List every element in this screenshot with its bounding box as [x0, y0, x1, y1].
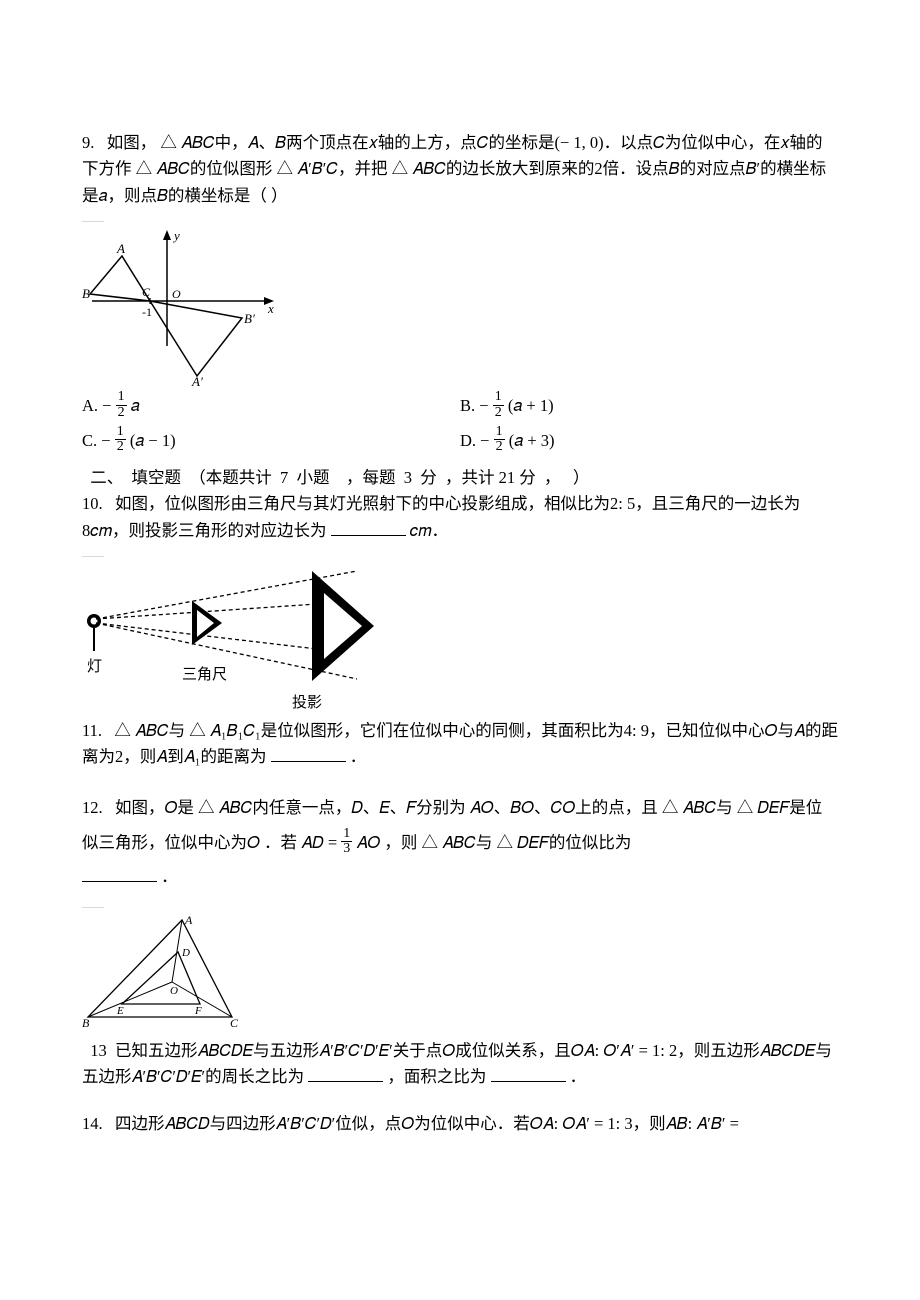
opt-d-pre: D. −	[460, 431, 494, 450]
blank-input[interactable]	[271, 745, 346, 763]
frac-icon: 12	[493, 390, 504, 420]
q13-text-b: ，面积之比为	[387, 1067, 486, 1086]
svg-text:B: B	[82, 1016, 90, 1030]
svg-text:D: D	[181, 947, 190, 959]
frac-icon: 12	[116, 390, 127, 420]
q9-text-a: 如图，	[107, 133, 157, 152]
blank-input[interactable]	[308, 1065, 383, 1083]
q12-mark	[82, 901, 104, 908]
q12-text-c: ．	[161, 867, 178, 886]
q12-text-a: 如图，𝑂是 △ 𝐴𝐵𝐶内任意一点，𝐷、𝐸、𝐹分别为 𝐴𝑂、𝐵𝑂、𝐶𝑂上的点，且 …	[115, 798, 733, 817]
blank-input[interactable]	[491, 1065, 566, 1083]
q10-number: 10.	[82, 494, 103, 513]
q11-text-b: ．	[350, 747, 367, 766]
opt-c-pre: C. −	[82, 431, 115, 450]
q9-mark	[82, 215, 104, 222]
q9-options: A. − 12 𝑎 C. − 12 (𝑎 − 1) B. − 12 (𝑎 + 1…	[82, 392, 838, 461]
q9-label-A: A	[116, 241, 125, 256]
q9-option-d: D. − 12 (𝑎 + 3)	[460, 427, 838, 457]
q9-label-m1: -1	[142, 305, 152, 319]
q9-option-c: C. − 12 (𝑎 − 1)	[82, 427, 460, 457]
q9-option-b: B. − 12 (𝑎 + 1)	[460, 392, 838, 422]
q13-text-c: ．	[570, 1067, 587, 1086]
q9-text-b: △ 𝐴𝐵𝐶中，𝐴、𝐵两个顶点在𝑥轴的上方，点𝐶的坐标是(− 1, 0)．以点𝐶为…	[82, 133, 826, 205]
svg-text:F: F	[194, 1005, 202, 1017]
q13-number: 13	[82, 1041, 107, 1060]
opt-c-suf: (𝑎 − 1)	[130, 431, 176, 450]
q9-label-O: O	[172, 287, 181, 301]
q10-mark	[82, 550, 104, 557]
opt-a-suf: 𝑎	[131, 396, 140, 415]
q10-figure: 灯 三角尺 投影	[82, 559, 838, 714]
q9-number: 9.	[82, 133, 94, 152]
opt-b-suf: (𝑎 + 1)	[508, 396, 554, 415]
opt-b-pre: B. −	[460, 396, 493, 415]
question-11: 11. △ 𝐴𝐵𝐶与 △ 𝐴₁𝐵₁𝐶₁是位似图形，它们在位似中心的同侧，其面积比…	[82, 718, 838, 771]
question-13: 13 已知五边形𝐴𝐵𝐶𝐷𝐸与五边形𝐴′𝐵′𝐶′𝐷′𝐸′关于点𝑂成位似关系，且𝑂𝐴…	[82, 1038, 838, 1091]
q9-label-Bp: B′	[244, 311, 255, 326]
page: 9. 如图， △ 𝐴𝐵𝐶中，𝐴、𝐵两个顶点在𝑥轴的上方，点𝐶的坐标是(− 1, …	[0, 0, 920, 1183]
frac-icon: 13	[341, 827, 352, 857]
question-9: 9. 如图， △ 𝐴𝐵𝐶中，𝐴、𝐵两个顶点在𝑥轴的上方，点𝐶的坐标是(− 1, …	[82, 130, 838, 209]
svg-text:O: O	[170, 985, 178, 997]
section-2-header: 二、 填空题 （本题共计 7 小题 ，每题 3 分 ，共计 21 分 ， ）	[82, 465, 838, 491]
q14-number: 14.	[82, 1114, 103, 1133]
q12-figure: A B C D E F O	[82, 912, 838, 1032]
question-12: 12. 如图，𝑂是 △ 𝐴𝐵𝐶内任意一点，𝐷、𝐸、𝐹分别为 𝐴𝑂、𝐵𝑂、𝐶𝑂上的…	[82, 791, 838, 895]
q9-label-Ap: A′	[191, 374, 203, 386]
question-14: 14. 四边形𝐴𝐵𝐶𝐷与四边形𝐴′𝐵′𝐶′𝐷′位似，点𝑂为位似中心．若𝑂𝐴: 𝑂…	[82, 1111, 838, 1137]
q9-label-B: B	[82, 286, 90, 301]
frac-icon: 12	[115, 425, 126, 455]
svg-text:E: E	[116, 1005, 124, 1017]
q14-text: 四边形𝐴𝐵𝐶𝐷与四边形𝐴′𝐵′𝐶′𝐷′位似，点𝑂为位似中心．若𝑂𝐴: 𝑂𝐴′ =…	[115, 1114, 739, 1133]
q10-label-proj: 投影	[292, 694, 322, 711]
q10-label-lamp: 灯	[87, 658, 102, 675]
opt-a-pre: A. −	[82, 396, 116, 415]
q11-text-a: △ 𝐴𝐵𝐶与 △ 𝐴₁𝐵₁𝐶₁是位似图形，它们在位似中心的同侧，其面积比为4: …	[82, 721, 838, 766]
q11-number: 11.	[82, 721, 102, 740]
q9-figure: y x O A B C -1 B′ A′	[82, 226, 838, 386]
q9-option-a: A. − 12 𝑎	[82, 392, 460, 422]
q12-text-b2: 𝐴𝑂 ，则 △ 𝐴𝐵𝐶与 △ 𝐷𝐸𝐹的位似比为	[356, 833, 631, 852]
q9-label-C: C	[142, 285, 151, 299]
q12-number: 12.	[82, 798, 103, 817]
frac-icon: 12	[494, 425, 505, 455]
svg-text:C: C	[230, 1016, 239, 1030]
q9-label-x: x	[267, 301, 274, 316]
svg-text:A: A	[184, 913, 193, 927]
opt-d-suf: (𝑎 + 3)	[509, 431, 555, 450]
q10-label-ruler: 三角尺	[182, 666, 227, 683]
q9-label-y: y	[172, 228, 180, 243]
q10-unit: 𝑐𝑚．	[410, 521, 448, 540]
blank-input[interactable]	[331, 518, 406, 536]
blank-input[interactable]	[82, 865, 157, 883]
question-10: 10. 如图，位似图形由三角尺与其灯光照射下的中心投影组成，相似比为2: 5，且…	[82, 491, 838, 544]
